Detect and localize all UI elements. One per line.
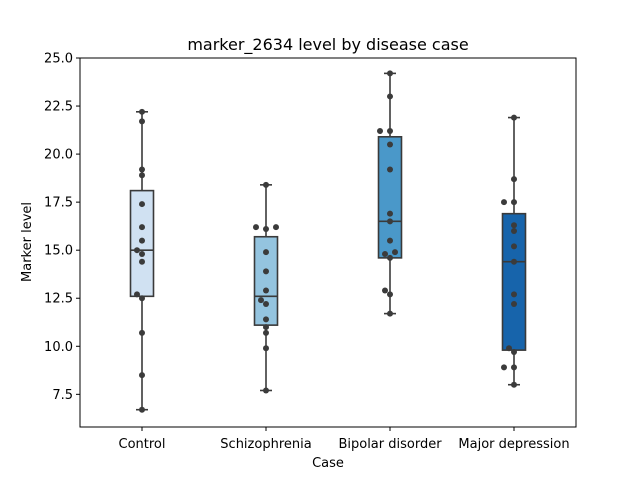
box-group	[501, 116, 527, 386]
data-point	[387, 93, 393, 100]
x-tick-label: Schizophrenia	[220, 437, 311, 452]
data-point	[511, 301, 517, 307]
plot-area	[129, 70, 527, 413]
data-point	[387, 70, 393, 77]
data-point	[139, 329, 145, 336]
data-point	[387, 237, 393, 244]
data-point	[263, 324, 269, 331]
y-tick-label: 25.0	[44, 52, 73, 67]
data-point	[387, 254, 393, 261]
y-tick-label: 15.0	[44, 244, 73, 259]
data-point	[511, 381, 517, 388]
data-point	[501, 199, 507, 206]
data-point	[382, 287, 388, 294]
y-tick-label: 7.5	[52, 388, 73, 403]
data-point	[139, 166, 145, 173]
data-point	[382, 251, 388, 258]
data-point	[139, 108, 145, 115]
data-point	[139, 201, 145, 208]
plot-frame	[79, 57, 577, 428]
data-point	[387, 166, 393, 173]
data-point	[392, 249, 398, 256]
x-axis-title: Case	[312, 456, 344, 471]
x-axis: Control Schizophrenia Bipolar disorder Majo…	[119, 427, 570, 452]
data-point	[139, 237, 145, 244]
y-tick-label: 12.5	[44, 292, 73, 307]
data-point	[263, 316, 269, 323]
data-point	[511, 243, 517, 250]
data-point	[139, 251, 145, 258]
y-axis: 7.5 10.0 12.5 15.0 17.5 20.0 22.5 25.0	[44, 52, 80, 403]
data-point	[273, 224, 279, 231]
y-tick-label: 20.0	[44, 148, 73, 163]
data-point	[139, 295, 145, 302]
data-point	[263, 387, 269, 394]
data-point	[506, 345, 512, 352]
data-point	[511, 199, 517, 206]
data-point	[139, 172, 145, 179]
chart-title: marker_2634 level by disease case	[187, 35, 468, 55]
data-point	[387, 128, 393, 135]
y-tick-label: 17.5	[44, 196, 73, 211]
y-tick-label: 10.0	[44, 340, 73, 355]
data-point	[263, 226, 269, 233]
data-point	[511, 364, 517, 371]
data-point	[253, 224, 259, 231]
x-tick-label: Control	[119, 437, 166, 452]
points-group	[501, 114, 517, 388]
data-point	[387, 210, 393, 217]
data-point	[387, 141, 393, 148]
data-point	[139, 406, 145, 413]
data-point	[263, 287, 269, 294]
data-point	[511, 258, 517, 265]
data-point	[511, 291, 517, 298]
data-point	[134, 247, 140, 254]
data-point	[387, 291, 393, 298]
data-point	[263, 249, 269, 256]
data-point	[258, 297, 264, 304]
data-point	[377, 128, 383, 135]
y-tick-label: 22.5	[44, 100, 73, 115]
data-point	[263, 268, 269, 275]
data-point	[387, 218, 393, 225]
points-group	[253, 181, 279, 394]
y-axis-title: Marker level	[20, 202, 35, 282]
data-point	[263, 329, 269, 336]
data-point	[263, 181, 269, 188]
data-point	[501, 364, 507, 371]
data-point	[511, 176, 517, 183]
data-point	[139, 258, 145, 265]
points-group	[377, 70, 398, 317]
data-point	[134, 291, 140, 298]
data-point	[139, 118, 145, 125]
data-point	[511, 227, 517, 234]
data-point	[263, 301, 269, 307]
box-group	[377, 72, 403, 315]
data-point	[511, 114, 517, 121]
data-point	[139, 372, 145, 379]
data-point	[139, 224, 145, 231]
data-point	[263, 345, 269, 352]
box-iqr	[501, 212, 527, 351]
data-point	[511, 349, 517, 356]
data-point	[511, 222, 517, 229]
points-group	[134, 108, 145, 413]
x-tick-label: Bipolar disorder	[338, 437, 442, 452]
x-tick-label: Major depression	[458, 437, 569, 452]
data-point	[387, 310, 393, 317]
